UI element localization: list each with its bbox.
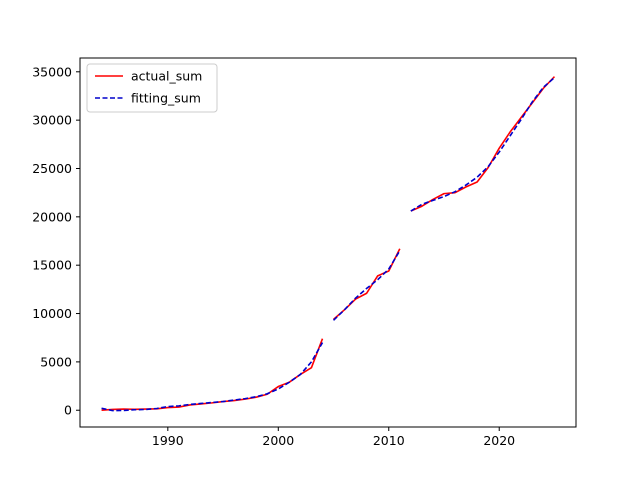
x-tick-label: 2020 <box>483 433 515 448</box>
y-tick-label: 35000 <box>32 64 72 79</box>
y-tick-label: 0 <box>64 403 72 418</box>
y-tick-label: 15000 <box>32 258 72 273</box>
y-axis: 0 5000 10000 15000 20000 25000 30000 35000 <box>32 64 80 418</box>
legend-label-fitting-sum: fitting_sum <box>131 91 201 106</box>
series-layer <box>101 76 556 412</box>
series-line-fitting-sum <box>410 76 555 212</box>
series-line-fitting-sum <box>332 250 401 321</box>
x-axis: 1990 2000 2010 2020 <box>152 427 515 448</box>
x-tick-label: 2010 <box>373 433 405 448</box>
y-tick-label: 25000 <box>32 161 72 176</box>
y-tick-label: 5000 <box>40 354 72 369</box>
legend-label-actual-sum: actual_sum <box>131 69 202 84</box>
legend: actual_sum fitting_sum <box>86 63 218 113</box>
x-tick-label: 2000 <box>262 433 294 448</box>
y-tick-label: 10000 <box>32 306 72 321</box>
series-line-fitting-sum <box>101 342 324 412</box>
x-tick-label: 1990 <box>152 433 184 448</box>
y-tick-label: 30000 <box>32 113 72 128</box>
plot-frame <box>79 57 577 428</box>
y-tick-label: 20000 <box>32 209 72 224</box>
series-line-actual-sum <box>410 76 556 212</box>
